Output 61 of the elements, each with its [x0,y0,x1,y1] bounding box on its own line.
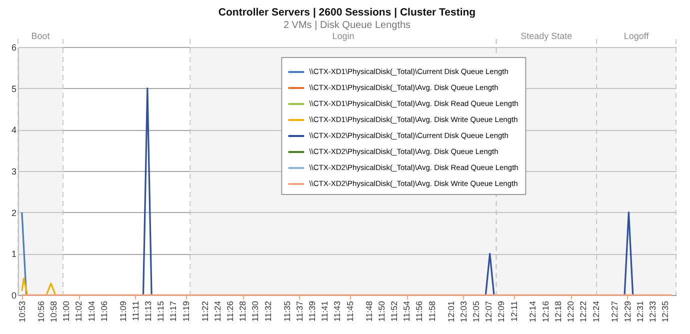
x-tick-label: 12:35 [660,300,670,322]
x-tick-label: 12:20 [566,300,576,322]
x-tick-label: 11:52 [388,300,399,322]
x-tick-label: 12:07 [484,300,494,322]
x-tick-label: 11:28 [238,300,248,322]
band-label: Boot [31,31,50,41]
x-tick-label: 11:32 [262,300,273,322]
y-tick-label: 1 [11,249,16,260]
x-tick-label: 11:09 [118,300,128,322]
band-label: Steady State [520,31,572,41]
x-tick-label: 11:22 [200,300,210,322]
x-tick-label: 11:17 [168,300,178,322]
band-label: Logoff [624,31,650,41]
x-tick-label: 11:19 [180,300,191,322]
x-tick-label: 12:29 [622,300,632,322]
y-tick-label: 4 [11,125,16,136]
x-tick-label: 11:13 [143,300,154,322]
x-tick-label: 11:41 [320,300,330,322]
y-tick-label: 2 [11,208,16,218]
x-tick-label: 11:35 [282,300,292,322]
x-tick-label: 12:22 [578,300,588,322]
x-tick-label: 12:24 [590,300,601,322]
x-tick-label: 11:50 [376,300,386,322]
x-tick-label: 11:37 [294,300,304,322]
x-tick-label: 11:24 [212,300,222,322]
x-tick-label: 12:09 [496,300,506,322]
y-tick-label: 5 [11,84,16,94]
x-tick-label: 12:05 [470,300,481,322]
x-tick-label: 12:18 [552,300,563,322]
x-tick-label: 12:16 [540,300,550,322]
x-tick-label: 10:53 [16,300,27,322]
chart-subtitle: 2 VMs | Disk Queue Lengths [283,20,411,31]
x-tick-label: 11:15 [156,300,166,322]
chart-title: Controller Servers | 2600 Sessions | Cluster Testing [218,6,476,18]
x-tick-label: 11:11 [130,300,140,322]
x-tick-label: 12:03 [458,300,468,322]
x-tick-label: 11:43 [332,300,342,322]
x-tick-label: 11:06 [98,300,109,322]
x-tick-label: 11:48 [364,300,374,322]
y-tick-label: 6 [11,42,16,52]
x-tick-label: 11:30 [250,300,260,322]
x-tick-label: 11:54 [402,300,412,322]
x-tick-label: 12:33 [648,300,658,322]
x-tick-label: 10:58 [48,300,58,322]
x-tick-label: 11:56 [414,300,424,322]
x-tick-label: 11:58 [426,300,437,322]
x-tick-label: 11:45 [344,300,355,322]
x-tick-label: 12:31 [634,300,645,322]
y-tick-label: 0 [11,290,16,300]
x-tick-label: 11:02 [74,300,84,322]
x-tick-label: 11:26 [225,300,236,322]
x-tick-label: 11:00 [61,300,72,322]
y-tick-label: 3 [11,166,16,176]
x-tick-label: 10:56 [36,300,46,322]
x-tick-label: 12:01 [446,300,456,322]
x-tick-label: 12:11 [508,300,519,322]
band-label: Login [332,31,354,41]
x-tick-label: 12:14 [528,300,538,322]
x-tick-label: 11:04 [86,300,96,322]
x-tick-label: 11:39 [307,300,317,322]
x-tick-label: 12:27 [610,300,620,322]
